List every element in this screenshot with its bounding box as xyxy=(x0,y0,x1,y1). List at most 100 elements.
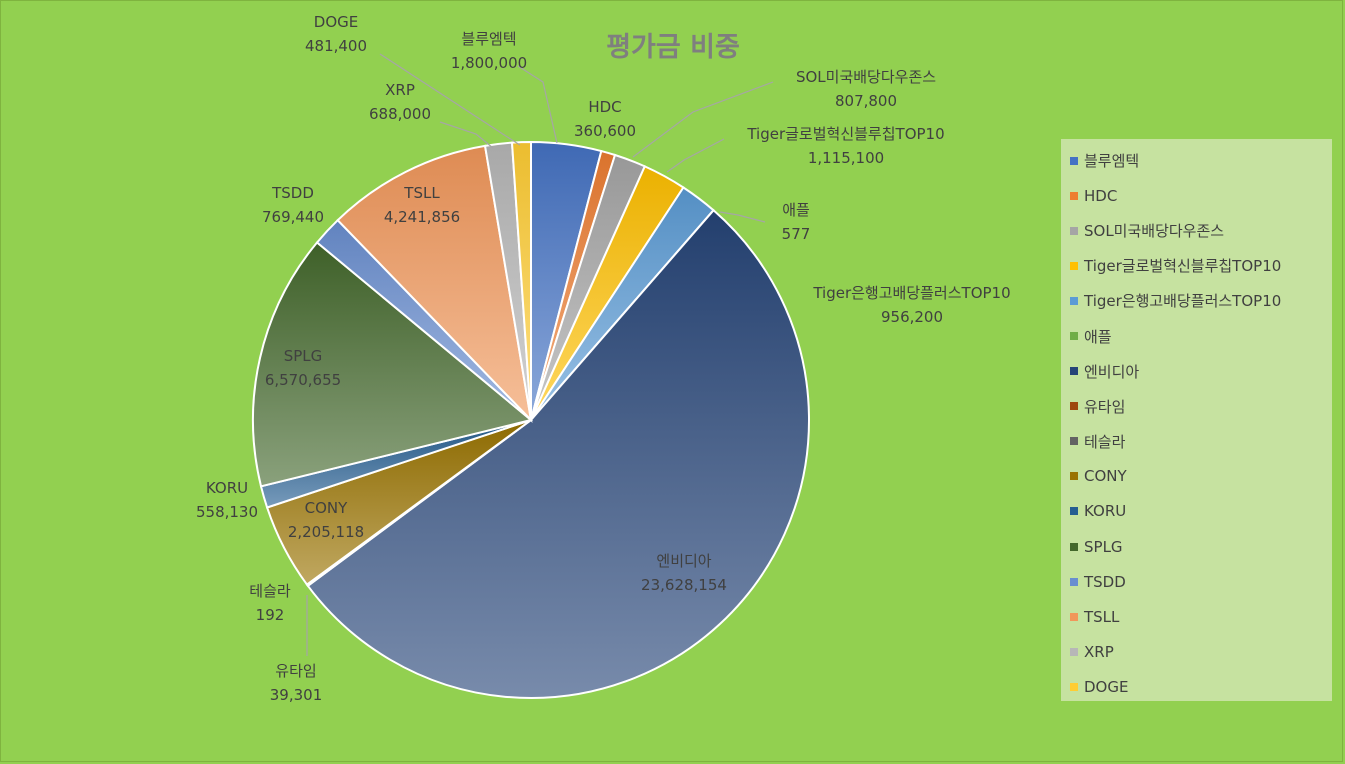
data-label-value: 6,570,655 xyxy=(265,371,341,389)
legend-swatch xyxy=(1070,226,1078,235)
legend-swatch xyxy=(1070,437,1078,446)
legend-label: SOL미국배당다우존스 xyxy=(1084,222,1225,241)
data-label-cony: CONY 2,205,118 xyxy=(288,499,364,541)
legend-item-엔비디아: 엔비디아 xyxy=(1061,354,1332,389)
legend-swatch xyxy=(1070,261,1078,270)
legend-item-doge: DOGE xyxy=(1061,669,1332,704)
data-label-value: 956,200 xyxy=(881,308,943,326)
legend-item-sol미국배당다우존스: SOL미국배당다우존스 xyxy=(1061,213,1332,248)
legend-swatch xyxy=(1070,367,1078,376)
legend-swatch xyxy=(1070,156,1078,165)
legend-swatch xyxy=(1070,682,1078,691)
data-label-name: TSLL xyxy=(403,184,440,202)
legend-swatch xyxy=(1070,402,1078,411)
legend-label: Tiger글로벌혁신블루칩TOP10 xyxy=(1084,257,1282,276)
legend-item-애플: 애플 xyxy=(1061,318,1332,353)
data-label-테슬라: 테슬라 192 xyxy=(249,582,291,624)
data-label-name: 애플 xyxy=(782,201,810,219)
slice-엔비디아 xyxy=(306,208,810,700)
legend-swatch xyxy=(1070,612,1078,621)
legend-label: SPLG xyxy=(1084,537,1123,556)
legend-swatch xyxy=(1070,577,1078,586)
legend-label: KORU xyxy=(1084,502,1127,521)
leader-line-xrp xyxy=(439,121,494,149)
legend-item-테슬라: 테슬라 xyxy=(1061,424,1332,459)
data-label-name: 블루엠텍 xyxy=(461,30,516,48)
legend-swatch xyxy=(1070,507,1078,516)
legend-swatch xyxy=(1070,332,1078,341)
legend-swatch xyxy=(1070,647,1078,656)
legend-label: 테슬라 xyxy=(1084,432,1126,451)
data-label-tiger글로벌혁신블루칩top10: Tiger글로벌혁신블루칩TOP10 1,115,100 xyxy=(746,125,944,167)
data-label-value: 807,800 xyxy=(835,92,897,110)
data-label-애플: 애플 577 xyxy=(782,201,811,243)
legend-label: CONY xyxy=(1084,467,1127,486)
data-label-value: 360,600 xyxy=(574,122,636,140)
legend-label: 블루엠텍 xyxy=(1084,152,1140,171)
data-label-value: 769,440 xyxy=(262,208,324,226)
data-label-tsdd: TSDD 769,440 xyxy=(262,184,324,226)
data-label-name: TSDD xyxy=(271,184,314,202)
pie-slices xyxy=(252,140,810,700)
leader-lines xyxy=(306,53,774,656)
legend: 블루엠텍 HDC SOL미국배당다우존스 Tiger글로벌혁신블루칩TOP10 Tige… xyxy=(1061,139,1332,701)
data-label-엔비디아: 엔비디아 23,628,154 xyxy=(641,552,727,594)
data-label-유타임: 유타임 39,301 xyxy=(270,662,323,704)
legend-swatch xyxy=(1070,191,1078,200)
data-label-value: 2,205,118 xyxy=(288,523,364,541)
leader-line-블루엠텍 xyxy=(517,65,558,144)
leader-line-애플 xyxy=(719,211,766,223)
data-label-value: 192 xyxy=(256,606,285,624)
data-label-value: 577 xyxy=(782,225,811,243)
data-label-sol미국배당다우존스: SOL미국배당다우존스 807,800 xyxy=(796,68,936,110)
data-label-name: HDC xyxy=(588,98,621,116)
data-label-name: SOL미국배당다우존스 xyxy=(796,68,936,86)
slice-splg xyxy=(252,241,534,488)
legend-label: 엔비디아 xyxy=(1084,362,1140,381)
legend-label: 유타임 xyxy=(1084,397,1126,416)
leader-line-sol미국배당다우존스 xyxy=(632,81,774,158)
data-label-name: 테슬라 xyxy=(249,582,291,600)
data-label-xrp: XRP 688,000 xyxy=(369,81,431,123)
data-label-name: SPLG xyxy=(284,347,323,365)
legend-label: XRP xyxy=(1084,642,1114,661)
slice-doge xyxy=(510,140,532,421)
data-label-splg: SPLG 6,570,655 xyxy=(265,347,341,389)
legend-label: Tiger은행고배당플러스TOP10 xyxy=(1084,292,1282,311)
data-label-name: DOGE xyxy=(314,13,358,31)
legend-item-tsll: TSLL xyxy=(1061,599,1332,634)
data-label-value: 4,241,856 xyxy=(384,208,460,226)
leader-line-doge xyxy=(379,53,521,146)
data-label-name: CONY xyxy=(305,499,349,517)
legend-item-tsdd: TSDD xyxy=(1061,564,1332,599)
legend-item-tiger은행고배당플러스top10: Tiger은행고배당플러스TOP10 xyxy=(1061,283,1332,318)
legend-item-tiger글로벌혁신블루칩top10: Tiger글로벌혁신블루칩TOP10 xyxy=(1061,248,1332,283)
legend-item-hdc: HDC xyxy=(1061,178,1332,213)
data-label-doge: DOGE 481,400 xyxy=(305,13,367,55)
data-label-value: 481,400 xyxy=(305,37,367,55)
data-label-name: Tiger은행고배당플러스TOP10 xyxy=(812,284,1010,302)
legend-label: TSLL xyxy=(1084,607,1120,626)
data-label-블루엠텍: 블루엠텍 1,800,000 xyxy=(451,30,527,72)
legend-label: TSDD xyxy=(1084,572,1126,591)
data-label-value: 1,800,000 xyxy=(451,54,527,72)
data-label-value: 688,000 xyxy=(369,105,431,123)
leader-line-tiger글로벌혁신블루칩top10 xyxy=(666,138,725,173)
data-label-value: 1,115,100 xyxy=(808,149,884,167)
legend-item-xrp: XRP xyxy=(1061,634,1332,669)
legend-label: DOGE xyxy=(1084,677,1129,696)
data-label-name: KORU xyxy=(206,479,248,497)
slice-tsll xyxy=(336,144,533,424)
data-label-value: 558,130 xyxy=(196,503,258,521)
data-label-value: 23,628,154 xyxy=(641,576,727,594)
legend-swatch xyxy=(1070,542,1078,551)
legend-swatch xyxy=(1070,296,1078,305)
data-label-hdc: HDC 360,600 xyxy=(574,98,636,140)
data-labels: 블루엠텍 1,800,000 HDC 360,600 SOL미국배당다우존스 807,80… xyxy=(196,13,1011,704)
legend-item-블루엠텍: 블루엠텍 xyxy=(1061,143,1332,178)
legend-item-cony: CONY xyxy=(1061,459,1332,494)
legend-label: HDC xyxy=(1084,186,1118,205)
data-label-name: 엔비디아 xyxy=(656,552,711,570)
data-label-name: Tiger글로벌혁신블루칩TOP10 xyxy=(746,125,944,143)
